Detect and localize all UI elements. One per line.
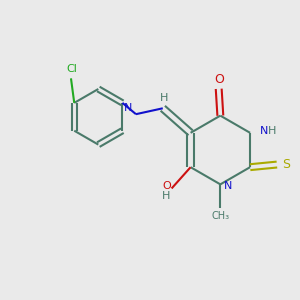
Text: N: N	[224, 181, 232, 191]
Text: S: S	[282, 158, 290, 171]
Text: N: N	[260, 126, 268, 136]
Text: O: O	[214, 73, 224, 86]
Text: CH₃: CH₃	[211, 211, 230, 221]
Text: N: N	[124, 103, 132, 112]
Text: Cl: Cl	[66, 64, 77, 74]
Text: H: H	[160, 94, 169, 103]
Text: H: H	[268, 126, 276, 136]
Text: H: H	[162, 190, 171, 201]
Text: O: O	[162, 181, 171, 191]
